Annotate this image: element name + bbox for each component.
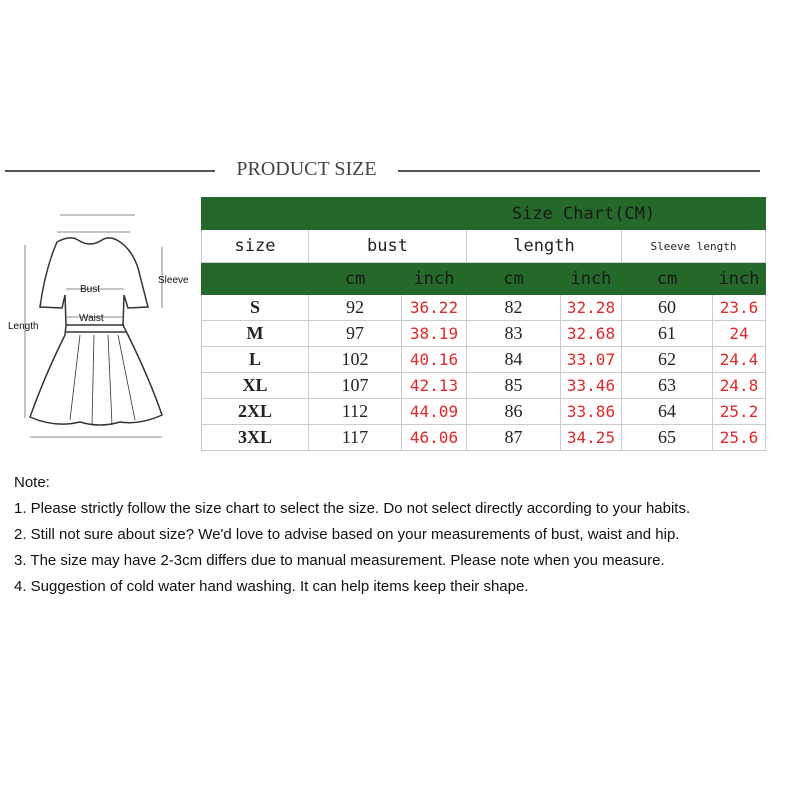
inch-cell: 46.06 [401, 424, 467, 451]
inch-cell: 42.13 [401, 372, 467, 399]
inch-cell: 24 [712, 320, 766, 347]
inch-cell: 38.19 [401, 320, 467, 347]
size-cell: S [201, 294, 309, 321]
cm-cell: 86 [466, 398, 561, 425]
unit-blank [201, 262, 309, 295]
notes-heading: Note: [14, 474, 50, 491]
sleeve-label: Sleeve [158, 275, 189, 286]
cm-cell: 107 [308, 372, 402, 399]
inch-cell: 24.4 [712, 346, 766, 373]
cm-cell: 64 [621, 398, 713, 425]
inch-cell: 40.16 [401, 346, 467, 373]
unit: inch [712, 262, 766, 295]
size-cell: 3XL [201, 424, 309, 451]
table-row: L 102 40.16 84 33.07 62 24.4 [201, 346, 766, 373]
cm-cell: 102 [308, 346, 402, 373]
unit: cm [466, 262, 561, 295]
cm-cell: 82 [466, 294, 561, 321]
table-caption: Size Chart(CM) [201, 197, 766, 230]
inch-cell: 32.68 [560, 320, 622, 347]
cm-cell: 112 [308, 398, 402, 425]
unit: inch [560, 262, 622, 295]
cm-cell: 84 [466, 346, 561, 373]
table-row: XL 107 42.13 85 33.46 63 24.8 [201, 372, 766, 399]
cm-cell: 62 [621, 346, 713, 373]
note-item: 4. Suggestion of cold water hand washing… [14, 578, 529, 595]
waist-label: Waist [79, 313, 104, 324]
cm-cell: 61 [621, 320, 713, 347]
inch-cell: 33.07 [560, 346, 622, 373]
table-row: M 97 38.19 83 32.68 61 24 [201, 320, 766, 347]
unit: cm [621, 262, 713, 295]
cm-cell: 65 [621, 424, 713, 451]
inch-cell: 25.6 [712, 424, 766, 451]
cm-cell: 60 [621, 294, 713, 321]
header-length: length [466, 229, 622, 263]
cm-cell: 117 [308, 424, 402, 451]
inch-cell: 23.6 [712, 294, 766, 321]
cm-cell: 85 [466, 372, 561, 399]
table-row: 2XL 112 44.09 86 33.86 64 25.2 [201, 398, 766, 425]
bust-label: Bust [80, 284, 100, 295]
size-cell: 2XL [201, 398, 309, 425]
cm-cell: 97 [308, 320, 402, 347]
cm-cell: 87 [466, 424, 561, 451]
length-label: Length [8, 321, 39, 332]
inch-cell: 32.28 [560, 294, 622, 321]
inch-cell: 33.86 [560, 398, 622, 425]
inch-cell: 44.09 [401, 398, 467, 425]
size-chart-table: Size Chart(CM) size bust length Sleeve l… [201, 197, 766, 451]
cm-cell: 83 [466, 320, 561, 347]
note-item: 2. Still not sure about size? We'd love … [14, 526, 680, 543]
title-rule-right [398, 170, 760, 172]
unit: cm [308, 262, 402, 295]
table-row: 3XL 117 46.06 87 34.25 65 25.6 [201, 424, 766, 451]
table-row: S 92 36.22 82 32.28 60 23.6 [201, 294, 766, 321]
title-rule-left [5, 170, 215, 172]
unit: inch [401, 262, 467, 295]
inch-cell: 25.2 [712, 398, 766, 425]
notes-section: Note: 1. Please strictly follow the size… [14, 474, 690, 604]
cm-cell: 92 [308, 294, 402, 321]
cm-cell: 63 [621, 372, 713, 399]
header-bust: bust [308, 229, 467, 263]
size-cell: XL [201, 372, 309, 399]
note-item: 1. Please strictly follow the size chart… [14, 500, 691, 517]
header-size: size [201, 229, 309, 263]
page-title: PRODUCT SIZE [236, 158, 377, 180]
inch-cell: 36.22 [401, 294, 467, 321]
inch-cell: 33.46 [560, 372, 622, 399]
unit-row: cm inch cm inch cm inch [201, 262, 766, 295]
header-sleeve-length: Sleeve length [621, 229, 766, 263]
size-cell: L [201, 346, 309, 373]
inch-cell: 24.8 [712, 372, 766, 399]
note-item: 3. The size may have 2-3cm differs due t… [14, 552, 665, 569]
header-row: size bust length Sleeve length [201, 229, 766, 263]
size-cell: M [201, 320, 309, 347]
caption-row: Size Chart(CM) [201, 197, 766, 230]
inch-cell: 34.25 [560, 424, 622, 451]
dress-measurement-diagram: Bust Waist Sleeve Length [8, 214, 189, 438]
